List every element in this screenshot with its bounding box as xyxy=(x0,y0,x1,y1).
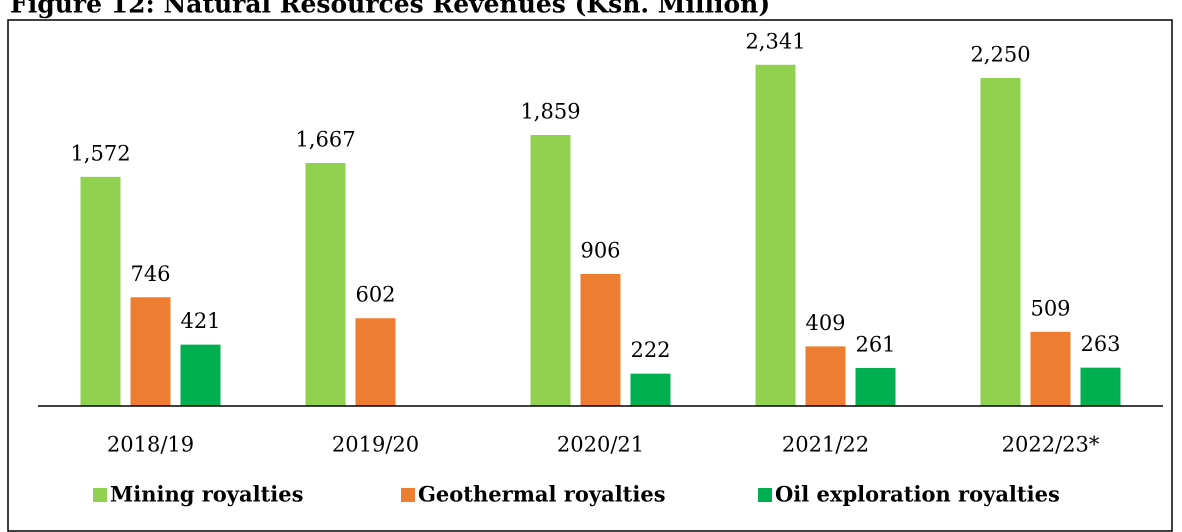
x-tick-label: 2022/23* xyxy=(1002,433,1100,457)
data-label: 409 xyxy=(805,311,845,335)
bar xyxy=(355,318,396,406)
x-tick-label: 2020/21 xyxy=(557,433,644,457)
bar xyxy=(805,346,846,406)
data-label: 263 xyxy=(1080,332,1120,356)
bar xyxy=(580,273,621,406)
frame xyxy=(7,19,1173,532)
data-label: 906 xyxy=(580,238,620,262)
legend-label: Oil exploration royalties xyxy=(775,482,1060,507)
data-label: 222 xyxy=(630,338,670,362)
bar xyxy=(130,297,171,406)
data-label: 1,859 xyxy=(520,100,580,124)
data-label: 2,250 xyxy=(970,43,1030,67)
data-label: 1,572 xyxy=(70,141,130,165)
legend-swatch xyxy=(401,488,415,502)
legend-label: Geothermal royalties xyxy=(418,482,666,507)
data-label: 421 xyxy=(180,309,220,333)
legend-swatch xyxy=(758,488,772,502)
data-label: 1,667 xyxy=(295,128,355,152)
chart-title: Figure 12: Natural Resources Revenues (K… xyxy=(10,0,770,19)
bar xyxy=(755,64,796,406)
x-tick-label: 2018/19 xyxy=(107,433,194,457)
bar xyxy=(305,163,346,406)
data-label: 509 xyxy=(1030,296,1070,320)
data-label: 261 xyxy=(855,332,895,356)
data-label: 2,341 xyxy=(745,29,805,53)
legend-label: Mining royalties xyxy=(110,482,303,507)
bar xyxy=(980,78,1021,407)
x-tick-label: 2019/20 xyxy=(332,433,419,457)
bar xyxy=(180,344,221,406)
bar xyxy=(80,176,121,406)
bar xyxy=(855,367,896,406)
bar xyxy=(530,135,571,406)
legend-swatch xyxy=(93,488,107,502)
bar xyxy=(1080,367,1121,406)
data-label: 746 xyxy=(130,262,170,286)
bar xyxy=(630,373,671,406)
x-tick-label: 2021/22 xyxy=(782,433,869,457)
bar xyxy=(1030,331,1071,406)
data-label: 602 xyxy=(355,283,395,307)
